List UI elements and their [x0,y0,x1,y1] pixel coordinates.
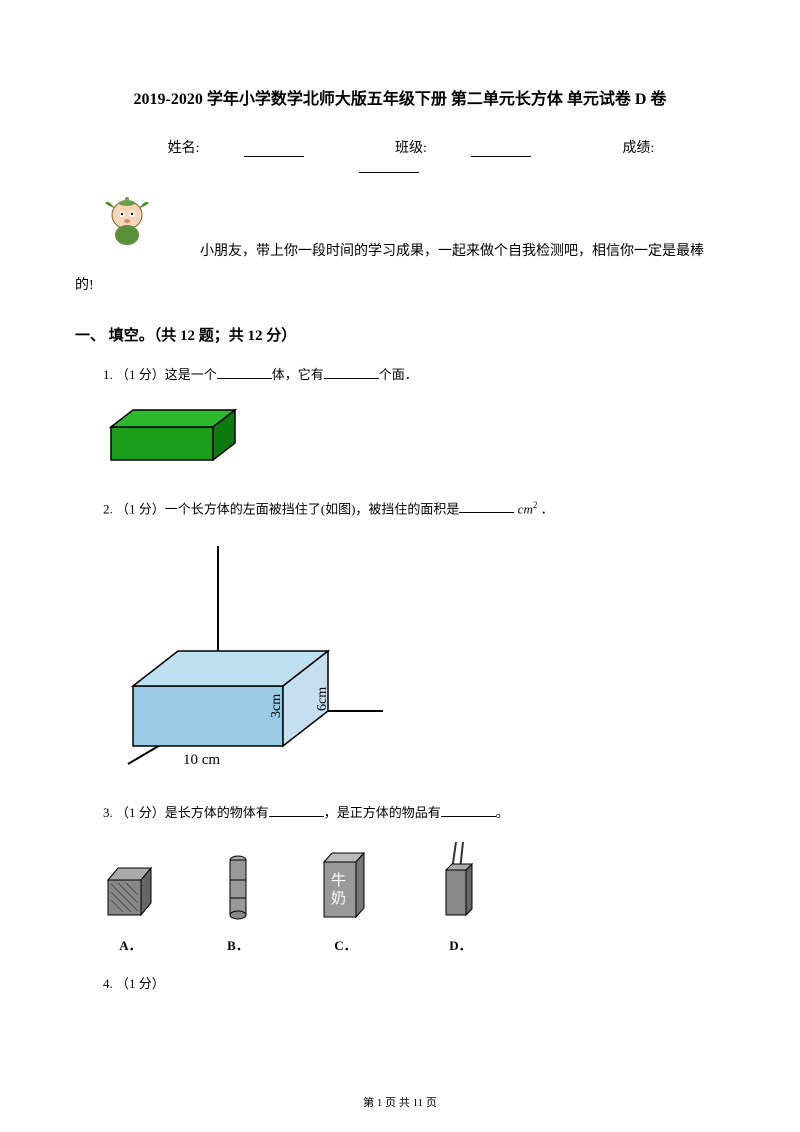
q3-options: A． B． 牛 奶 C． D． [103,840,725,954]
q2-figure: 10 cm 3cm 6cm [103,536,725,781]
question-3: 3. （1 分）是长方体的物体有，是正方体的物品有。 [103,801,725,826]
q1-blank-1[interactable] [217,367,272,379]
intro-line-2: 的! [75,269,725,303]
svg-text:牛: 牛 [331,872,346,889]
option-a: A． [103,860,158,954]
page-footer: 第 1 页 共 11 页 [0,1094,800,1110]
class-label: 班级: [395,141,427,156]
q2-depth-label: 6cm [315,687,330,711]
q3-blank-2[interactable] [441,805,496,817]
mascot-icon [100,195,155,255]
question-4: 4. （1 分） [103,972,725,997]
q3-blank-1[interactable] [269,805,324,817]
q1-figure [103,402,725,477]
q2-width-label: 10 cm [183,752,220,768]
option-b: B． [223,850,253,954]
option-c: 牛 奶 C． [318,847,373,954]
q2-blank[interactable] [459,501,514,513]
name-blank[interactable] [244,143,304,157]
intro-line-1: 小朋友，带上你一段时间的学习成果，一起来做个自我检测吧，相信你一定是最棒 [200,235,725,269]
q2-height-label: 3cm [269,694,284,718]
form-line: 姓名: 班级: 成绩: [75,137,725,173]
svg-text:奶: 奶 [331,890,346,907]
page-title: 2019-2020 学年小学数学北师大版五年级下册 第二单元长方体 单元试卷 D… [75,85,725,109]
score-label: 成绩: [622,141,654,156]
name-label: 姓名: [168,141,200,156]
q1-blank-2[interactable] [324,367,379,379]
question-1: 1. （1 分）这是一个体，它有个面． [103,363,725,388]
score-blank[interactable] [359,159,419,173]
question-2: 2. （1 分）一个长方体的左面被挡住了(如图)，被挡住的面积是 cm2 ． [103,497,725,522]
option-d: D． [438,840,483,954]
class-blank[interactable] [471,143,531,157]
section-heading: 一、 填空。（共 12 题；共 12 分） [75,324,725,345]
intro-section: 小朋友，带上你一段时间的学习成果，一起来做个自我检测吧，相信你一定是最棒 的! [75,195,725,302]
